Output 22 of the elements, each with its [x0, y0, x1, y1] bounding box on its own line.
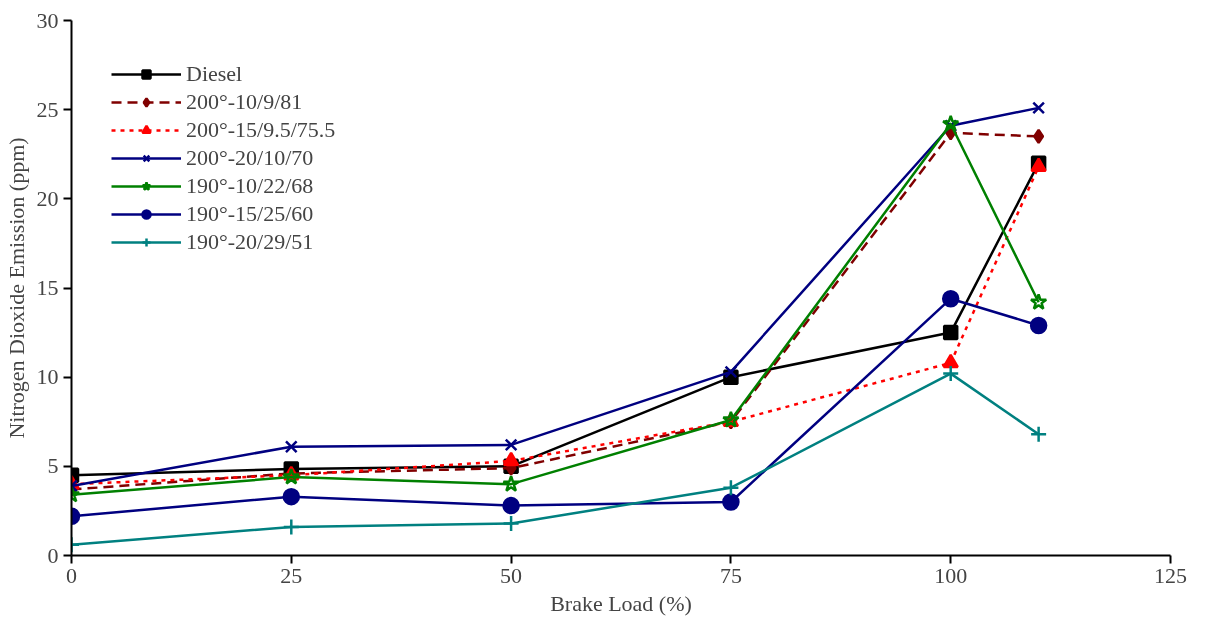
- x-tick-label: 0: [66, 562, 77, 588]
- y-tick-label: 25: [36, 96, 59, 122]
- y-tick-label: 20: [36, 185, 59, 211]
- y-tick-label: 10: [36, 364, 59, 390]
- x-tick-label: 25: [280, 562, 303, 588]
- legend-label: 190°-15/25/60: [186, 200, 314, 228]
- legend-label: 200°-20/10/70: [186, 144, 314, 172]
- x-tick-label: 125: [1154, 562, 1187, 588]
- y-tick-label: 30: [36, 7, 59, 33]
- y-axis-title: Nitrogen Dioxide Emission (ppm): [3, 137, 29, 439]
- legend-label: Diesel: [186, 60, 243, 88]
- legend-label: 200°-15/9.5/75.5: [186, 116, 336, 144]
- y-tick-label: 0: [47, 542, 59, 568]
- x-tick-label: 75: [719, 562, 742, 588]
- x-tick-label: 50: [500, 562, 523, 588]
- y-tick-label: 15: [36, 275, 59, 300]
- legend-label: 200°-10/9/81: [186, 88, 303, 116]
- x-axis-title: Brake Load (%): [550, 590, 692, 616]
- y-tick-label: 5: [47, 453, 59, 479]
- legend-label: 190°-20/29/51: [186, 228, 314, 256]
- x-tick-label: 100: [934, 562, 968, 588]
- legend-label: 190°-10/22/68: [186, 172, 314, 200]
